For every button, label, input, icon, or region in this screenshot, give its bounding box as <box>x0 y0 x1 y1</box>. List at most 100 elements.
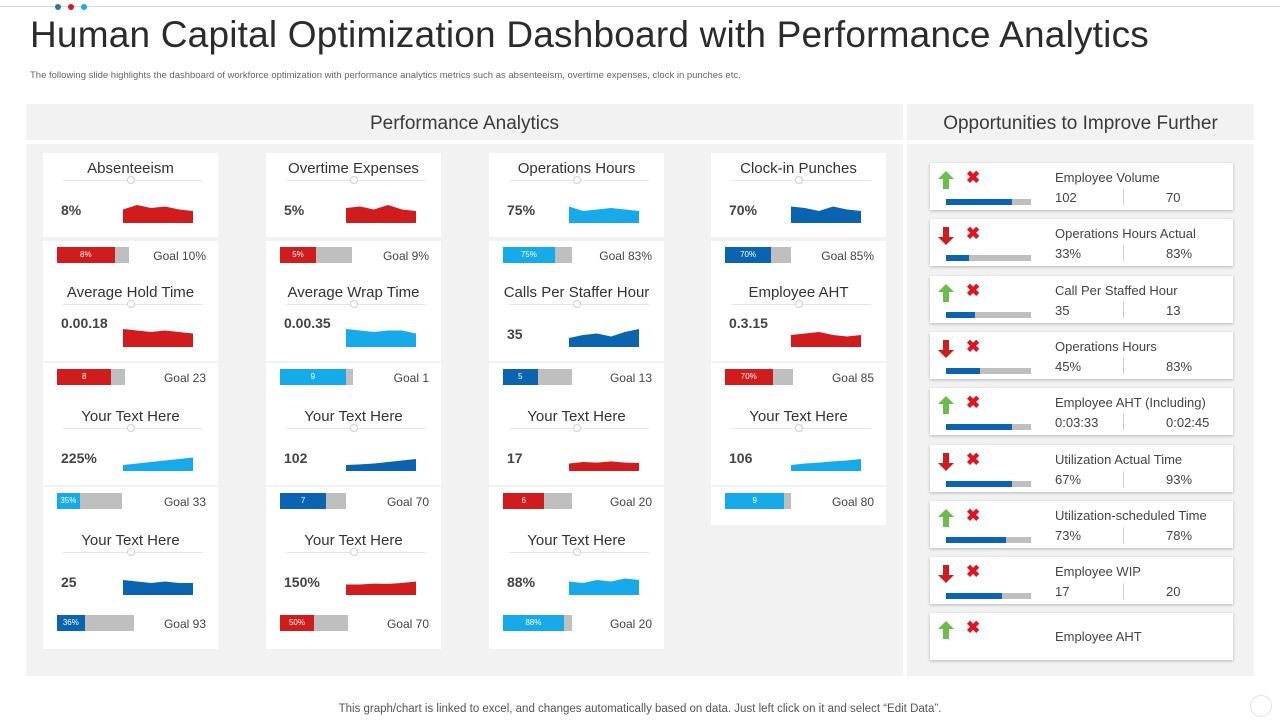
opportunity-row: ✖ Employee AHT (Including) 0:03:33 0:02:45 <box>930 388 1233 436</box>
progress-bar-fill: 7 <box>280 493 327 509</box>
metric-title: Operations Hours <box>517 160 636 177</box>
opportunity-row: ✖ Utilization-scheduled Time 73% 78% <box>930 500 1233 548</box>
close-icon: ✖ <box>966 449 981 469</box>
opportunity-target-value: 13 <box>1166 302 1181 318</box>
opportunity-label: Call Per Staffed Hour <box>1055 282 1178 298</box>
opportunity-target-value: 83% <box>1166 246 1193 262</box>
metric-goal-row: 5% Goal 9% <box>266 241 441 281</box>
metric-card-top: Your Text Here 150% <box>266 525 441 609</box>
arrow-up-icon <box>938 508 954 527</box>
progress-bar-fill: 6 <box>503 493 545 509</box>
metric-goal-row: 8% Goal 10% <box>43 241 218 281</box>
metric-goal: Goal 85 <box>831 371 874 385</box>
metric-title: Clock-in Punches <box>740 160 857 177</box>
opportunity-progress-fill <box>946 536 1006 543</box>
metric-card-top: Your Text Here 88% <box>489 525 664 609</box>
performance-analytics-panel: Performance Analytics Absenteeism 8% 8% Goa… <box>26 104 903 676</box>
opportunity-progress-fill <box>946 255 969 262</box>
sparkline-area <box>569 578 639 595</box>
metric-goal: Goal 10% <box>153 249 206 263</box>
corner-circle <box>1250 695 1272 717</box>
metric-knob <box>795 176 803 184</box>
progress-bar-fill: 75% <box>503 247 555 263</box>
progress-bar: 7 <box>280 493 346 509</box>
metric-value: 5% <box>284 202 305 218</box>
opportunity-progress-bar <box>946 311 1031 318</box>
metric-value: 25 <box>61 574 77 590</box>
metric-sparkline <box>791 459 861 471</box>
value-separator <box>1123 245 1124 262</box>
opportunity-current-value: 102 <box>1055 190 1077 205</box>
metric-goal-row: 70% Goal 85 <box>711 363 886 405</box>
opportunity-target-value: 70 <box>1166 190 1181 205</box>
metric-knob <box>795 300 803 308</box>
metric-sparkline <box>569 329 639 347</box>
opportunity-progress-bar <box>946 199 1031 205</box>
opportunity-row: ✖ Operations Hours 45% 83% <box>930 331 1233 379</box>
opportunity-row: ✖ Employee WIP 17 20 <box>930 557 1233 605</box>
metric-sparkline <box>791 332 861 347</box>
close-icon: ✖ <box>966 224 981 244</box>
metric-knob <box>350 424 358 432</box>
metric-card-top: Overtime Expenses 5% <box>266 153 441 237</box>
opportunity-progress-fill <box>946 367 980 374</box>
metric-title: Average Wrap Time <box>287 284 420 301</box>
metric-goal: Goal 1 <box>393 371 429 385</box>
metric-title: Your Text Here <box>304 408 403 425</box>
opportunity-progress-bar <box>946 424 1031 431</box>
close-icon: ✖ <box>966 280 981 300</box>
metric-card: Your Text Here 17 6 Goal 20 <box>489 401 664 525</box>
sparkline-area <box>346 205 416 223</box>
metric-value: 0.3.15 <box>729 315 768 331</box>
metric-sparkline <box>791 206 861 223</box>
opportunity-label: Operations Hours Actual <box>1055 226 1196 242</box>
progress-bar-fill: 9 <box>280 369 346 385</box>
metric-knob <box>573 548 581 556</box>
close-icon: ✖ <box>966 618 981 638</box>
arrow-up-icon <box>938 396 954 415</box>
opportunity-target-value: 83% <box>1166 358 1193 374</box>
metric-card-top: Absenteeism 8% <box>43 153 218 237</box>
close-icon: ✖ <box>966 168 981 187</box>
opportunity-progress-bar <box>946 255 1031 262</box>
opportunity-current-value: 17 <box>1055 584 1070 600</box>
metric-title: Absenteeism <box>87 160 174 177</box>
metric-value: 8% <box>61 202 82 218</box>
metric-value: 35 <box>507 326 523 342</box>
value-separator <box>1123 414 1124 431</box>
metric-value: 102 <box>284 450 308 466</box>
progress-bar-fill: 35% <box>57 493 80 509</box>
dot-lightblue <box>81 4 87 10</box>
metric-goal: Goal 33 <box>163 495 206 509</box>
sparkline-area <box>569 329 639 347</box>
progress-bar-fill: 70% <box>725 369 773 385</box>
metric-title: Your Text Here <box>527 532 626 549</box>
metric-value: 17 <box>507 450 523 466</box>
arrow-down-icon <box>938 339 954 358</box>
metric-knob <box>127 424 135 432</box>
metric-sparkline <box>569 206 639 223</box>
dot-blue <box>55 4 61 10</box>
metric-knob <box>795 424 803 432</box>
metric-value: 75% <box>507 202 536 218</box>
metric-value: 0.00.18 <box>61 315 108 331</box>
progress-bar-fill: 50% <box>280 615 314 631</box>
metric-card-top: Operations Hours 75% <box>489 153 664 237</box>
metric-goal: Goal 9% <box>382 249 429 263</box>
opportunity-target-value: 78% <box>1166 527 1193 543</box>
opportunity-progress-bar <box>946 480 1031 487</box>
metric-knob <box>573 176 581 184</box>
metric-card-top: Average Wrap Time 0.00.35 <box>266 277 441 361</box>
metric-card-top: Your Text Here 17 <box>489 401 664 485</box>
metric-title: Overtime Expenses <box>288 160 419 177</box>
opportunity-current-value: 73% <box>1055 527 1082 543</box>
metric-goal: Goal 20 <box>609 495 652 509</box>
metric-card-top: Your Text Here 25 <box>43 525 218 609</box>
metric-goal: Goal 20 <box>609 617 652 631</box>
metric-goal: Goal 80 <box>831 495 874 509</box>
metric-title: Your Text Here <box>527 408 626 425</box>
progress-bar: 75% <box>503 247 572 263</box>
progress-bar: 36% <box>57 615 134 631</box>
progress-bar: 5% <box>280 247 352 263</box>
sparkline-area <box>123 329 193 347</box>
